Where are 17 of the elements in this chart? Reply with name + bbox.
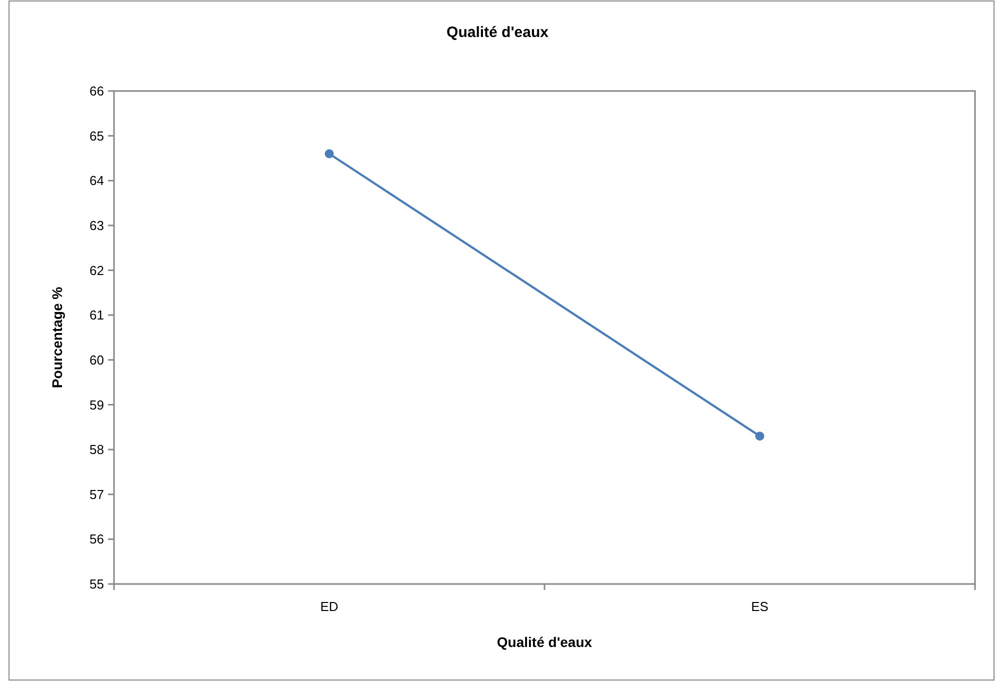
y-tick-label: 56 <box>90 532 104 547</box>
y-tick-label: 55 <box>90 576 104 592</box>
y-tick-label: 58 <box>90 442 104 458</box>
y-tick-label: 61 <box>90 308 104 323</box>
y-tick-label: 60 <box>90 352 104 368</box>
y-axis-title: Pourcentage % <box>49 286 65 388</box>
y-tick-label: 57 <box>90 486 104 502</box>
chart-title: Qualité d'eaux <box>446 24 550 41</box>
x-tick-label: ES <box>751 599 769 614</box>
x-axis-title: Qualité d'eaux <box>496 634 592 650</box>
y-tick-label: 59 <box>90 397 104 412</box>
y-tick-label: 63 <box>90 218 104 234</box>
y-tick-label: 66 <box>90 84 104 99</box>
y-tick-label: 65 <box>90 128 104 144</box>
y-tick-label: 62 <box>90 262 104 278</box>
y-tick-label: 64 <box>90 173 104 188</box>
x-tick-label: ED <box>320 599 338 614</box>
